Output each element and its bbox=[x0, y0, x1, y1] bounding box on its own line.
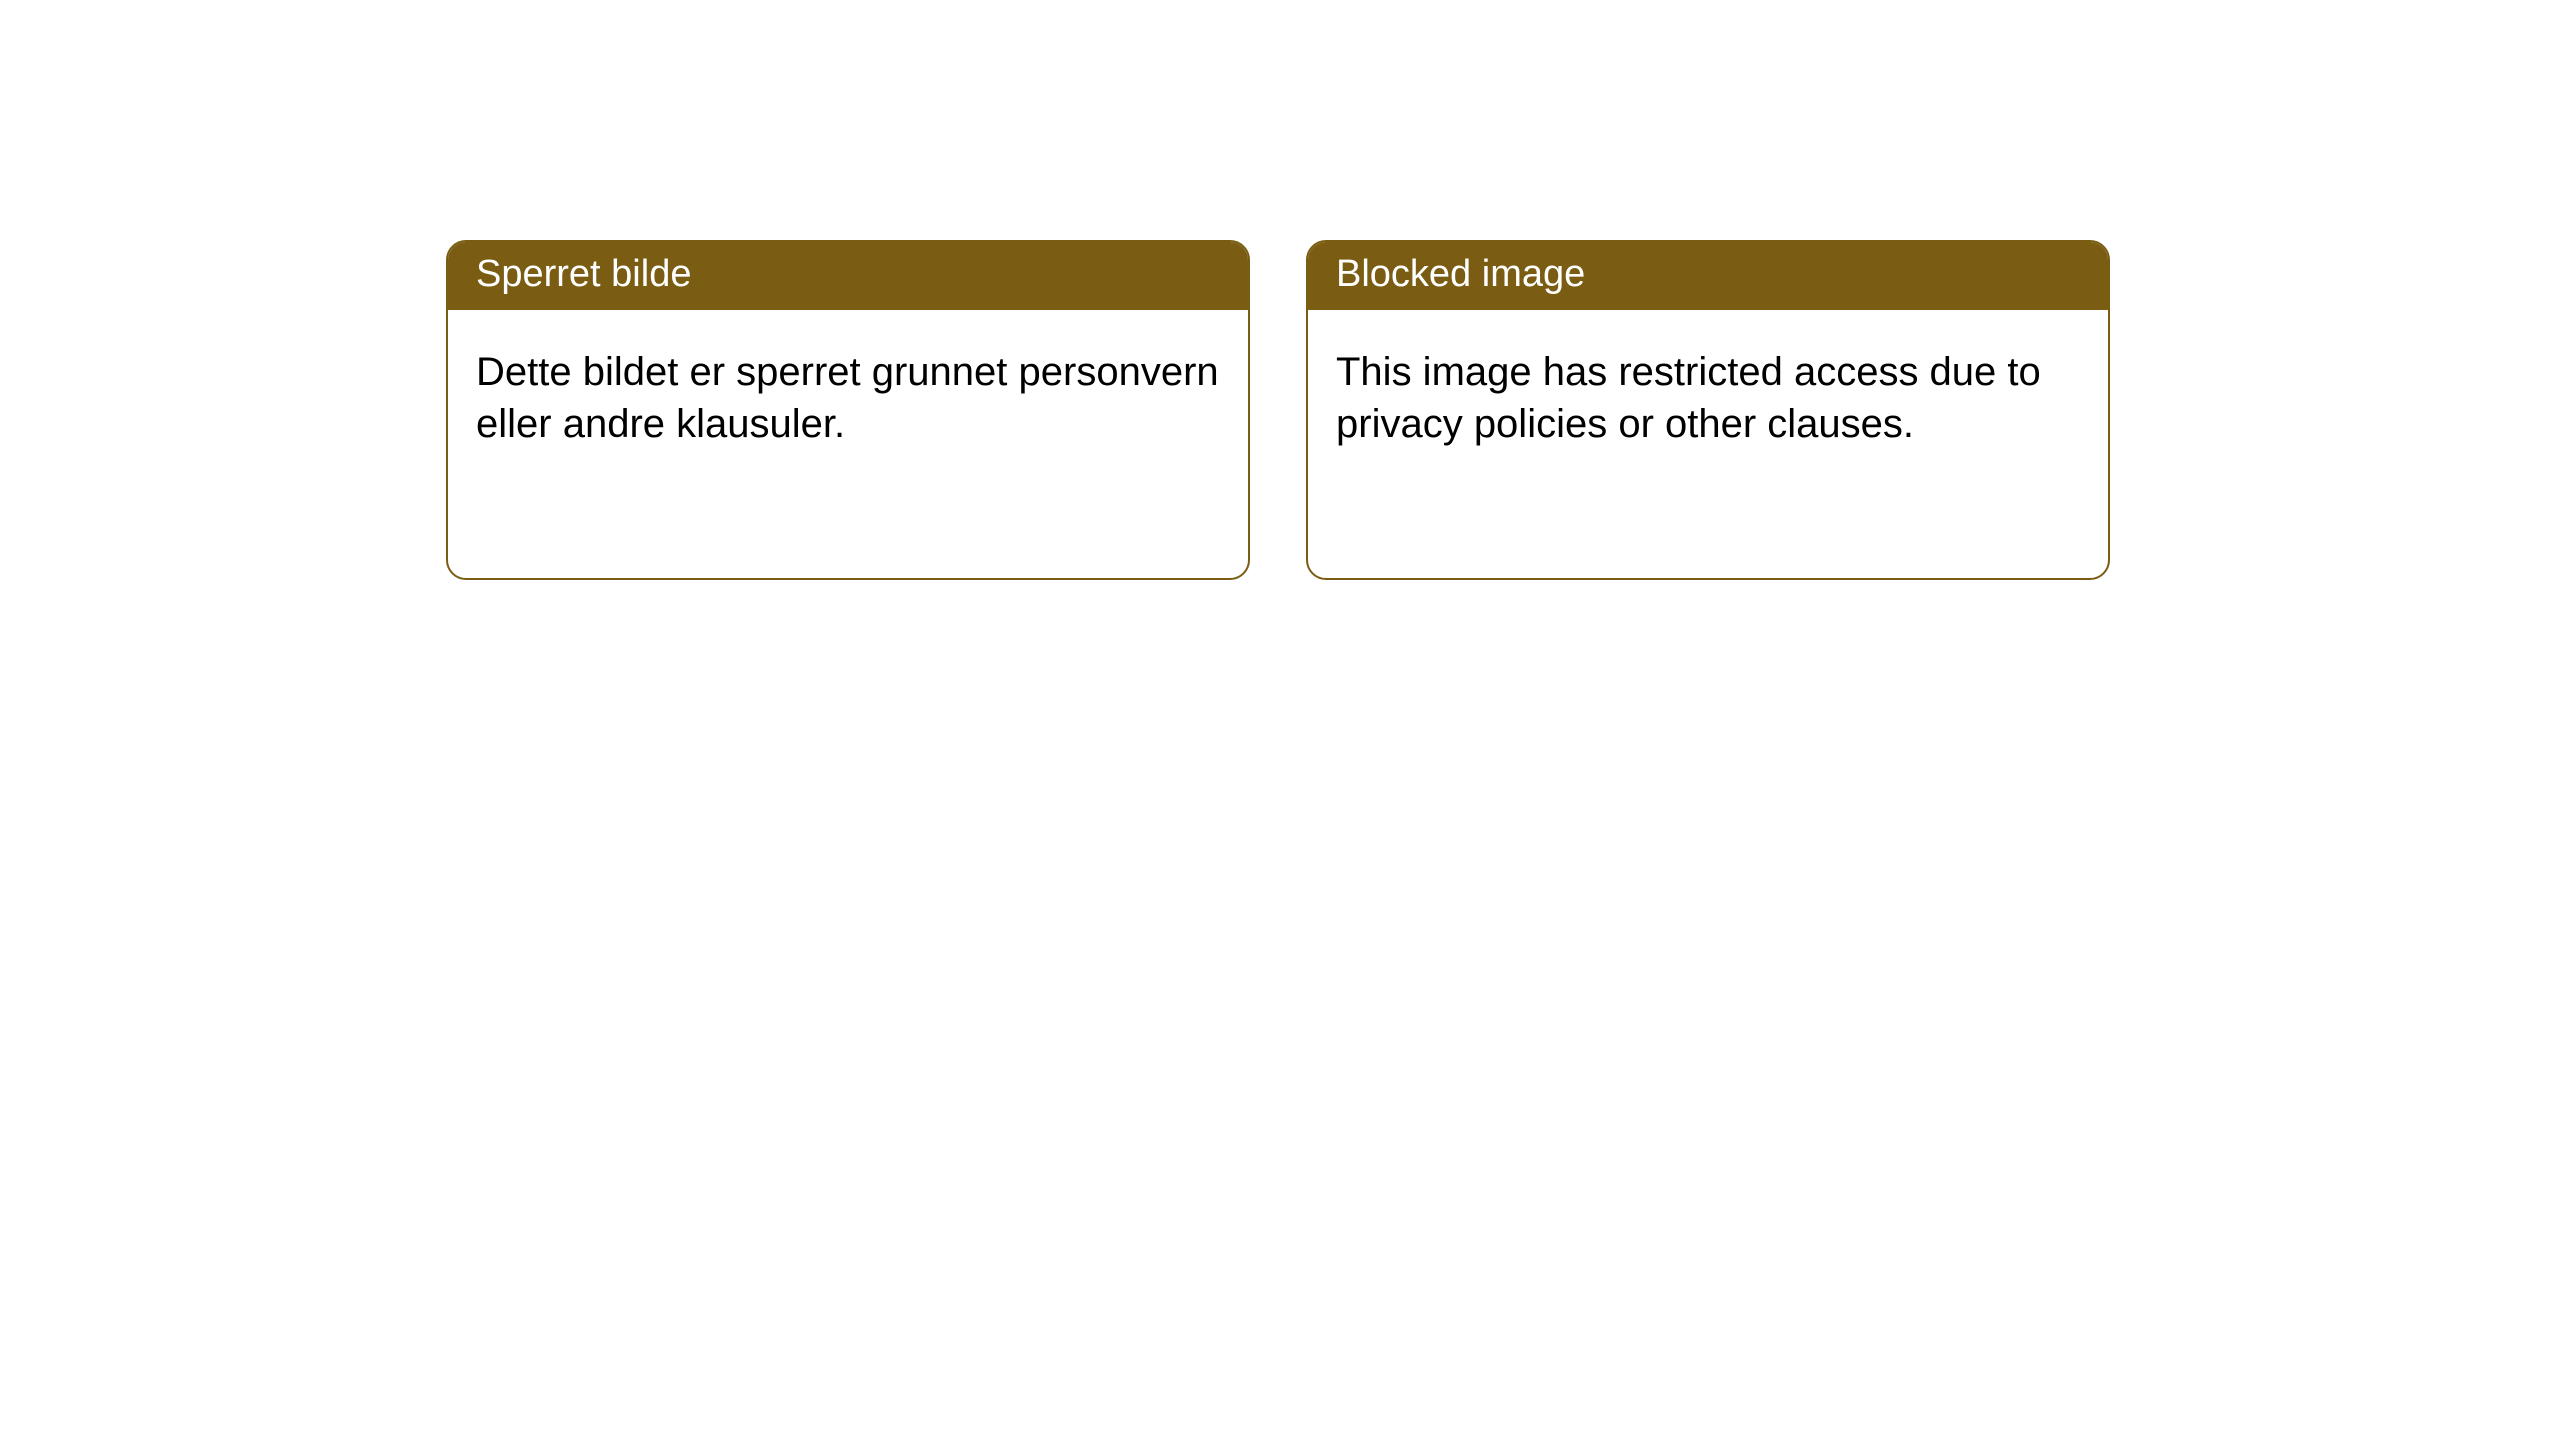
card-body-en: This image has restricted access due to … bbox=[1308, 310, 2108, 478]
card-message-en: This image has restricted access due to … bbox=[1336, 350, 2041, 446]
blocked-image-card-no: Sperret bilde Dette bildet er sperret gr… bbox=[446, 240, 1250, 580]
card-title-no: Sperret bilde bbox=[476, 253, 691, 295]
blocked-image-card-en: Blocked image This image has restricted … bbox=[1306, 240, 2110, 580]
card-message-no: Dette bildet er sperret grunnet personve… bbox=[476, 350, 1219, 446]
card-header-en: Blocked image bbox=[1308, 242, 2108, 310]
card-header-no: Sperret bilde bbox=[448, 242, 1248, 310]
card-body-no: Dette bildet er sperret grunnet personve… bbox=[448, 310, 1248, 478]
cards-container: Sperret bilde Dette bildet er sperret gr… bbox=[0, 0, 2560, 580]
card-title-en: Blocked image bbox=[1336, 253, 1585, 295]
